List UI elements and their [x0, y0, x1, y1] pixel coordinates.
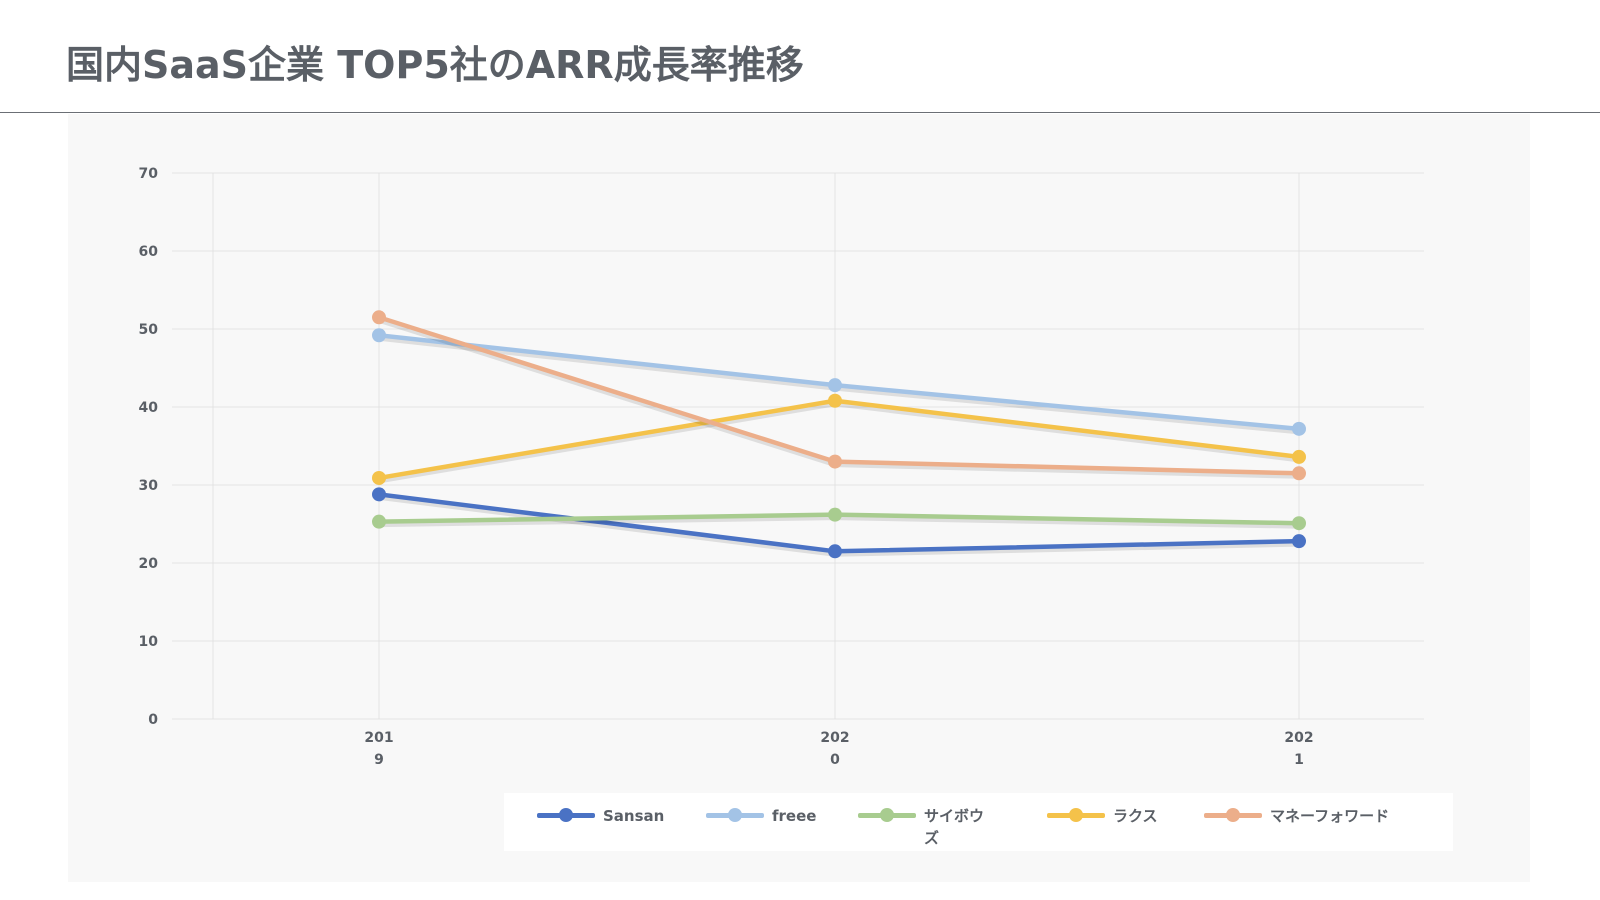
y-tick-label: 30	[139, 478, 159, 494]
data-point	[372, 310, 386, 325]
legend-swatch	[1204, 808, 1262, 822]
slide-title: 国内SaaS企業 TOP5社のARR成長率推移	[66, 43, 804, 87]
chart-panel: 0 10 20 30 40 50 60 70 201 9 202 0 202 1	[68, 114, 1530, 882]
legend-label: freee	[772, 807, 817, 825]
legend-swatch-dot	[559, 808, 573, 822]
legend-swatch	[537, 808, 595, 822]
y-tick-label: 0	[148, 712, 158, 728]
legend-swatch	[1047, 808, 1105, 822]
data-point	[828, 378, 842, 393]
data-point	[828, 454, 842, 469]
legend-swatch-dot	[1069, 808, 1083, 822]
data-point	[1292, 449, 1306, 464]
legend-label: Sansan	[603, 807, 665, 825]
legend-label: マネーフォワード	[1270, 807, 1390, 825]
data-point	[1292, 534, 1306, 549]
legend-item[interactable]: マネーフォワード	[1204, 793, 1389, 851]
line-chart: 0 10 20 30 40 50 60 70 201 9 202 0 202 1	[139, 166, 1424, 768]
y-tick-label: 20	[139, 556, 159, 572]
legend-label: ラクス	[1113, 807, 1158, 825]
data-point	[1292, 421, 1306, 436]
y-tick-label: 50	[139, 322, 159, 338]
x-tick-label: 202 0	[820, 730, 849, 768]
legend-swatch-dot	[728, 808, 742, 822]
legend: Sansan freee サイボウズ ラクス マネーフォワード	[504, 793, 1453, 851]
data-point	[1292, 516, 1306, 531]
data-point	[828, 393, 842, 408]
data-point	[828, 507, 842, 522]
legend-item[interactable]: ラクス	[1047, 793, 1158, 851]
x-tick-label: 201 9	[364, 730, 393, 768]
x-tick-label: 202 1	[1284, 730, 1313, 768]
data-point	[828, 544, 842, 559]
data-point	[1292, 466, 1306, 481]
legend-item[interactable]: サイボウズ	[858, 793, 988, 851]
data-point	[372, 487, 386, 502]
legend-swatch-dot	[880, 808, 894, 822]
legend-item[interactable]: Sansan	[537, 793, 664, 851]
title-divider	[0, 112, 1600, 113]
legend-swatch	[858, 808, 916, 822]
y-tick-label: 70	[139, 166, 159, 182]
legend-swatch	[706, 808, 764, 822]
y-tick-label: 60	[139, 244, 159, 260]
y-tick-label: 10	[139, 634, 159, 650]
y-tick-label: 40	[139, 400, 159, 416]
legend-label: サイボウズ	[924, 807, 985, 847]
legend-swatch-dot	[1226, 808, 1240, 822]
data-point	[372, 328, 386, 343]
data-point	[372, 514, 386, 529]
legend-item[interactable]: freee	[706, 793, 816, 851]
data-point	[372, 470, 386, 485]
